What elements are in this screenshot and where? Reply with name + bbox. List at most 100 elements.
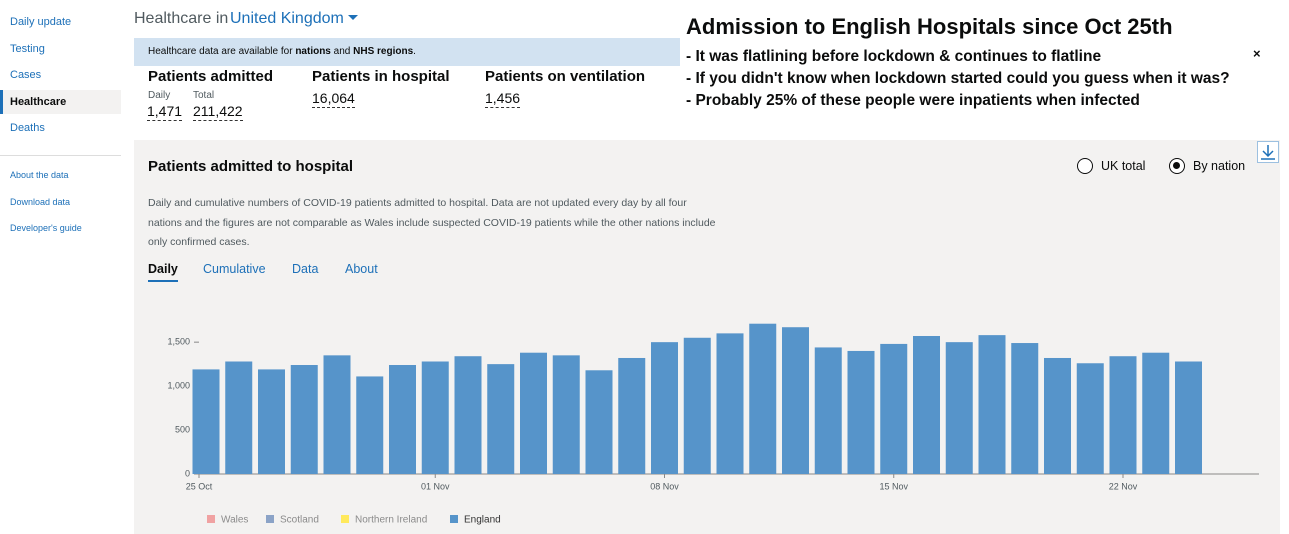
x-tick-label: 08 Nov bbox=[650, 481, 679, 491]
chart: 0 500 1,000 1,500 25 Oct 01 Nov 08 Nov 15 Nov 22… bbox=[167, 323, 1259, 526]
legend-swatch bbox=[207, 515, 215, 523]
radio-label[interactable]: By nation bbox=[1193, 159, 1246, 173]
bar bbox=[552, 355, 580, 474]
divider bbox=[0, 155, 121, 156]
x-tick-label: 22 Nov bbox=[1109, 481, 1138, 491]
summary-value[interactable]: 1,471 bbox=[147, 103, 183, 121]
summary-label: Total bbox=[193, 90, 215, 101]
link[interactable]: nations bbox=[295, 46, 331, 57]
bar bbox=[1076, 363, 1104, 474]
area-select[interactable]: United Kingdom bbox=[230, 10, 358, 28]
bar bbox=[356, 376, 384, 474]
x-tick-label: 15 Nov bbox=[879, 481, 908, 491]
summary-value[interactable]: 211,422 bbox=[193, 103, 243, 121]
bar bbox=[192, 369, 220, 474]
close-button[interactable]: × bbox=[1253, 46, 1261, 61]
x-tick-label: 25 Oct bbox=[186, 481, 213, 491]
download-icon[interactable] bbox=[1257, 141, 1279, 163]
banner-text: Healthcare data are available for nation… bbox=[148, 46, 416, 57]
x-tick-label: 01 Nov bbox=[421, 481, 450, 491]
legend-swatch bbox=[341, 515, 349, 523]
annotation-lines: - It was flatlining before lockdown & co… bbox=[686, 46, 1230, 112]
bar bbox=[1044, 357, 1071, 474]
bar bbox=[847, 350, 875, 474]
description-line: Daily and cumulative numbers of COVID-19… bbox=[148, 197, 687, 209]
legend-label: Scotland bbox=[280, 515, 319, 526]
annotation-line: - It was flatlining before lockdown & co… bbox=[686, 48, 1102, 65]
text: and bbox=[330, 46, 354, 57]
tab[interactable]: Data bbox=[292, 262, 319, 276]
bar bbox=[716, 333, 744, 474]
bar bbox=[1011, 343, 1039, 474]
text: . bbox=[413, 46, 416, 57]
bar bbox=[1142, 352, 1170, 474]
text: Healthcare data are available for bbox=[148, 46, 296, 57]
bar bbox=[585, 370, 613, 474]
summary-value[interactable]: 1,456 bbox=[485, 90, 521, 108]
bar bbox=[258, 369, 285, 474]
bar bbox=[782, 327, 809, 474]
bar bbox=[618, 357, 646, 474]
bar bbox=[880, 343, 908, 474]
summary-title: Patients in hospital bbox=[312, 68, 450, 85]
annotation-bg bbox=[680, 12, 1284, 116]
bar bbox=[421, 361, 449, 474]
legend-swatch bbox=[450, 515, 458, 523]
nav-link[interactable]: Daily update bbox=[10, 16, 72, 28]
bar bbox=[978, 335, 1006, 474]
nav-link[interactable]: Healthcare bbox=[10, 95, 67, 108]
bar bbox=[945, 342, 973, 474]
radio-dot bbox=[1173, 162, 1180, 169]
nav-link[interactable]: About the data bbox=[10, 170, 69, 180]
legend-label: England bbox=[464, 515, 501, 526]
y-tick-label: 500 bbox=[175, 424, 190, 434]
summary-title: Patients admitted bbox=[148, 68, 274, 85]
caret bbox=[347, 15, 358, 25]
tab[interactable]: Cumulative bbox=[203, 262, 266, 276]
summary-label: Daily bbox=[148, 90, 171, 101]
summary-title: Patients on ventilation bbox=[485, 68, 646, 85]
bar bbox=[1109, 356, 1137, 474]
bar bbox=[454, 356, 482, 474]
y-tick-label: 1,500 bbox=[167, 337, 190, 347]
tab[interactable]: About bbox=[345, 262, 378, 276]
radio[interactable] bbox=[1077, 158, 1093, 174]
bar bbox=[323, 355, 351, 474]
area: United Kingdom bbox=[230, 10, 344, 27]
nav-link[interactable]: Testing bbox=[10, 42, 45, 55]
legend-label: Wales bbox=[221, 515, 248, 526]
active-bg bbox=[0, 90, 121, 114]
bar bbox=[389, 365, 416, 474]
description: Daily and cumulative numbers of COVID-19… bbox=[148, 194, 716, 253]
y-tick-label: 0 bbox=[185, 468, 190, 478]
bar bbox=[290, 365, 318, 474]
bar bbox=[814, 347, 842, 474]
description-line: nations and the figures are not comparab… bbox=[148, 216, 716, 229]
bar bbox=[487, 364, 515, 474]
link[interactable]: NHS regions bbox=[353, 46, 414, 57]
bar bbox=[651, 342, 678, 474]
summary-value[interactable]: 16,064 bbox=[312, 90, 355, 108]
bar bbox=[749, 323, 777, 474]
legend-swatch bbox=[266, 515, 274, 523]
bar bbox=[913, 336, 940, 474]
nav-link[interactable]: Cases bbox=[10, 69, 42, 81]
annotation-line: - If you didn't know when lockdown start… bbox=[686, 70, 1230, 87]
bar bbox=[683, 337, 711, 474]
radio-label[interactable]: UK total bbox=[1101, 159, 1146, 173]
radio[interactable] bbox=[1169, 158, 1185, 174]
nav-link[interactable]: Deaths bbox=[10, 122, 45, 134]
annotation-line: - Probably 25% of these people were inpa… bbox=[686, 92, 1140, 109]
nav-link[interactable]: Download data bbox=[10, 196, 71, 207]
tab[interactable]: Daily bbox=[148, 262, 178, 282]
icon bbox=[1261, 145, 1275, 160]
annotation-title: Admission to English Hospitals since Oct… bbox=[686, 14, 1173, 39]
nav-link[interactable]: Developer's guide bbox=[10, 223, 82, 233]
bar bbox=[1175, 361, 1202, 474]
bar bbox=[225, 361, 253, 474]
legend-label: Northern Ireland bbox=[355, 515, 427, 526]
description-line: only confirmed cases. bbox=[148, 236, 250, 248]
header-prefix: Healthcare in bbox=[134, 10, 229, 27]
y-tick-label: 1,000 bbox=[167, 380, 190, 390]
